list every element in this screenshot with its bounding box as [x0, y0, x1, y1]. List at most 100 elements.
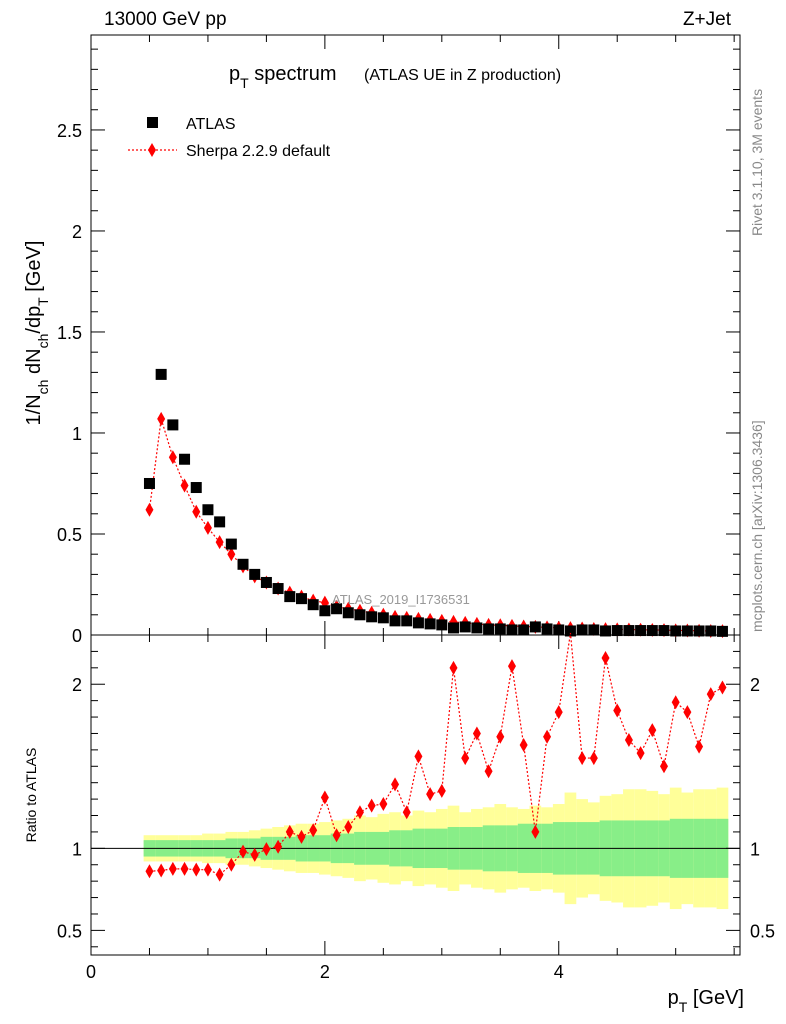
- atlas-point: [225, 538, 237, 550]
- sherpa-point-ratio: [554, 705, 563, 720]
- legend-marker-sherpa: [148, 143, 156, 157]
- atlas-point: [319, 605, 331, 617]
- atlas-point: [202, 504, 214, 516]
- sherpa-point-ratio: [671, 695, 680, 710]
- atlas-point: [190, 482, 202, 494]
- sherpa-point-main: [168, 450, 177, 465]
- sherpa-point-ratio: [461, 751, 470, 766]
- ratio-y-axis-label: Ratio to ATLAS: [23, 748, 39, 843]
- sherpa-point-ratio: [250, 847, 259, 862]
- atlas-point: [412, 617, 424, 629]
- plot-subtitle: (ATLAS UE in Z production): [364, 67, 561, 84]
- sherpa-point-ratio: [274, 839, 283, 854]
- atlas-point: [424, 618, 436, 630]
- sherpa-point-ratio: [636, 746, 645, 761]
- ratio-tick-label-right: 1: [750, 839, 760, 859]
- sherpa-point-ratio: [391, 777, 400, 792]
- sherpa-point-ratio: [344, 820, 353, 834]
- ratio-tick-label-right: 2: [750, 675, 760, 695]
- sherpa-point-ratio: [157, 863, 166, 878]
- atlas-point: [506, 624, 518, 636]
- atlas-point: [331, 603, 343, 615]
- atlas-point: [295, 593, 307, 605]
- sherpa-series-ratio: [145, 632, 727, 882]
- atlas-point: [646, 625, 658, 637]
- sherpa-point-ratio: [718, 680, 727, 695]
- atlas-point: [541, 623, 553, 635]
- atlas-point: [483, 623, 495, 635]
- atlas-point: [284, 591, 296, 603]
- x-tick-label: 2: [320, 962, 330, 982]
- atlas-point: [529, 621, 541, 633]
- sherpa-point-ratio: [320, 790, 329, 805]
- legend-marker-atlas: [147, 117, 158, 128]
- y-tick-label-zero: 0: [72, 626, 82, 646]
- axis-ticks: 0 2 4 0.5 1 1.5 2 2.5 0.5 0.5 1 1 2 2 0: [57, 35, 775, 982]
- atlas-point: [272, 583, 284, 595]
- sherpa-point-ratio: [519, 737, 528, 752]
- sherpa-point-ratio: [484, 764, 493, 779]
- sherpa-point-ratio: [402, 805, 411, 820]
- process-label: Z+Jet: [683, 9, 732, 30]
- atlas-point: [576, 624, 588, 636]
- ratio-tick-label-left: 0.5: [57, 921, 82, 941]
- atlas-point: [705, 625, 717, 637]
- atlas-point: [155, 368, 167, 380]
- sherpa-point-ratio: [239, 844, 248, 859]
- y-tick-label: 2.5: [57, 121, 82, 141]
- atlas-point: [436, 619, 448, 631]
- sherpa-point-ratio: [297, 829, 306, 844]
- atlas-point: [179, 453, 191, 465]
- sherpa-point-ratio: [426, 787, 435, 802]
- atlas-point: [681, 625, 693, 637]
- y-axis-label: 1/Nch dNch/dpT [GeV]: [23, 241, 51, 426]
- atlas-point: [401, 615, 413, 627]
- atlas-point: [716, 625, 728, 637]
- atlas-point: [635, 625, 647, 637]
- ratio-tick-label-left: 1: [72, 839, 82, 859]
- atlas-point: [354, 609, 366, 621]
- atlas-point: [588, 624, 600, 636]
- sherpa-point-ratio: [215, 867, 224, 882]
- sherpa-point-ratio: [449, 660, 458, 675]
- atlas-point: [611, 625, 623, 637]
- atlas-point: [143, 477, 155, 489]
- atlas-point: [564, 625, 576, 637]
- atlas-point: [553, 624, 565, 636]
- atlas-point: [167, 419, 179, 431]
- sherpa-point-main: [145, 502, 154, 517]
- sherpa-point-ratio: [601, 650, 610, 665]
- sherpa-point-ratio: [203, 862, 212, 877]
- sherpa-point-ratio: [285, 824, 294, 839]
- sherpa-point-ratio: [472, 726, 481, 741]
- sherpa-point-main: [192, 504, 201, 519]
- atlas-point: [307, 599, 319, 611]
- sherpa-point-ratio: [543, 729, 552, 744]
- atlas-point: [693, 625, 705, 637]
- mcplots-label: mcplots.cern.ch [arXiv:1306.3436]: [749, 420, 765, 632]
- sherpa-point-ratio: [496, 729, 505, 744]
- sherpa-point-ratio: [613, 703, 622, 718]
- sherpa-point-main: [157, 411, 166, 426]
- sherpa-point-ratio: [578, 751, 587, 766]
- legend-label-sherpa: Sherpa 2.2.9 default: [186, 143, 331, 160]
- atlas-point: [214, 516, 226, 528]
- sherpa-point-ratio: [227, 857, 236, 872]
- y-tick-label: 1: [72, 424, 82, 444]
- sherpa-point-ratio: [414, 749, 423, 764]
- sherpa-point-ratio: [180, 861, 189, 876]
- sherpa-point-ratio: [589, 751, 598, 766]
- legend-label-atlas: ATLAS: [186, 116, 236, 133]
- ratio-tick-label-left: 2: [72, 675, 82, 695]
- atlas-point: [600, 625, 612, 637]
- sherpa-point-ratio: [624, 733, 633, 748]
- atlas-point: [377, 612, 389, 624]
- plot-title: pT spectrum: [229, 63, 337, 91]
- sherpa-point-ratio: [262, 842, 271, 857]
- atlas-point: [342, 607, 354, 619]
- sherpa-point-main: [180, 478, 189, 493]
- atlas-point: [670, 625, 682, 637]
- rivet-label: Rivet 3.1.10, 3M events: [749, 89, 765, 236]
- sherpa-point-ratio: [683, 705, 692, 720]
